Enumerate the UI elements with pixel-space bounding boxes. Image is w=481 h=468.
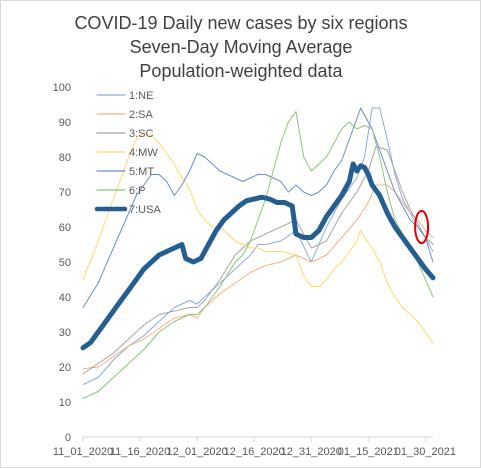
annotation-layer — [414, 209, 430, 245]
y-tick-label: 60 — [59, 222, 71, 234]
legend-label: 3:SC — [129, 128, 154, 140]
x-tick-label: 12_31_2020 — [281, 446, 342, 458]
x-tick-label: 01_15_2021 — [338, 446, 399, 458]
chart-title-line-2: Seven-Day Moving Average — [130, 37, 353, 57]
series-line-6-p — [82, 111, 434, 399]
legend-label: 6:P — [129, 185, 146, 197]
y-tick-label: 30 — [59, 327, 71, 339]
series-line-1-ne — [82, 107, 434, 385]
legend-label: 7:USA — [129, 204, 161, 216]
series-line-4-mw — [82, 132, 434, 343]
y-tick-label: 70 — [59, 187, 71, 199]
y-axis: 0 10 20 30 40 50 60 70 80 90 100 — [53, 82, 71, 444]
y-tick-label: 80 — [59, 152, 71, 164]
x-tick-label: 11_01_2020 — [53, 446, 113, 458]
x-tick-label: 01_30_2021 — [395, 446, 456, 458]
x-tick-label: 12_01_2020 — [167, 446, 228, 458]
legend-label: 4:MW — [129, 147, 158, 159]
series-line-2-sa — [82, 184, 434, 370]
y-tick-label: 90 — [59, 117, 71, 129]
legend-label: 2:SA — [129, 109, 154, 121]
series-line-5-mt — [82, 107, 434, 308]
chart-title-line-1: COVID-19 Daily new cases by six regions — [74, 13, 407, 33]
x-tick-label: 12_16_2020 — [224, 446, 285, 458]
y-tick-label: 0 — [65, 432, 71, 444]
y-tick-label: 100 — [53, 82, 71, 94]
x-tick-label: 11_16_2020 — [110, 446, 170, 458]
chart-title: COVID-19 Daily new cases by six regions … — [74, 13, 407, 81]
chart-title-line-3: Population-weighted data — [139, 61, 343, 81]
legend: 1:NE 2:SA 3:SC 4:MW 5:MT 6:P 7:USA — [94, 90, 161, 216]
x-axis: 11_01_202011_16_202012_01_202012_16_2020… — [53, 436, 456, 458]
series-layer — [80, 107, 436, 399]
y-tick-label: 10 — [59, 397, 71, 409]
y-tick-label: 50 — [59, 257, 71, 269]
legend-label: 5:MT — [129, 166, 154, 178]
y-tick-label: 40 — [59, 292, 71, 304]
series-line-3-sc — [82, 146, 434, 375]
series-line-7-usa — [80, 161, 436, 351]
legend-label: 1:NE — [129, 90, 153, 102]
highlight-ellipse — [414, 209, 430, 245]
y-tick-label: 20 — [59, 362, 71, 374]
